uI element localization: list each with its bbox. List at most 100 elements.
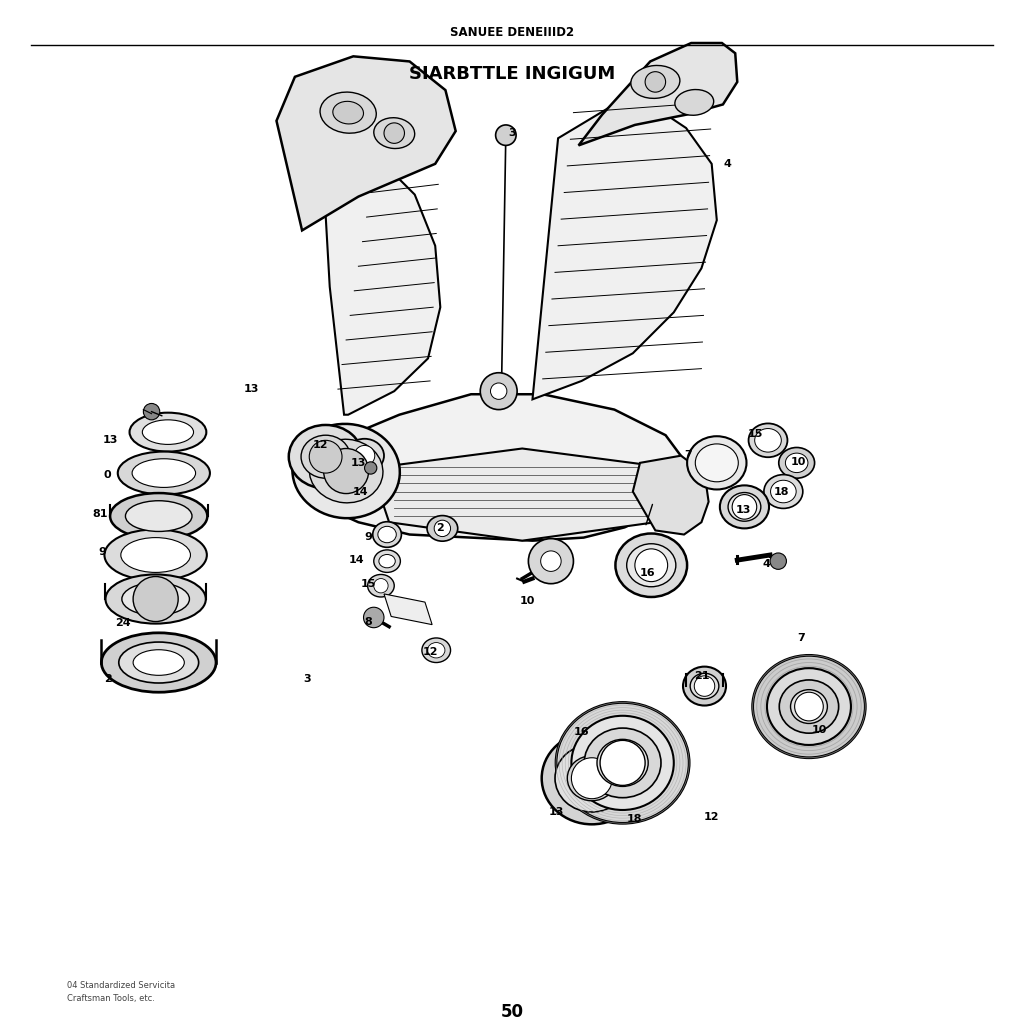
Circle shape — [496, 125, 516, 145]
Circle shape — [143, 403, 160, 420]
Circle shape — [384, 123, 404, 143]
Text: Craftsman Tools, etc.: Craftsman Tools, etc. — [67, 994, 155, 1002]
Text: 50: 50 — [501, 1002, 523, 1021]
Ellipse shape — [309, 439, 383, 503]
Ellipse shape — [379, 555, 395, 567]
Ellipse shape — [767, 669, 851, 745]
Text: 2: 2 — [103, 674, 112, 684]
Circle shape — [694, 676, 715, 696]
Text: 13: 13 — [350, 458, 367, 468]
Text: 21: 21 — [693, 671, 710, 681]
Ellipse shape — [584, 728, 662, 798]
Ellipse shape — [615, 534, 687, 597]
Ellipse shape — [555, 744, 629, 812]
Polygon shape — [326, 164, 440, 415]
Circle shape — [770, 553, 786, 569]
Circle shape — [490, 383, 507, 399]
Text: 10: 10 — [811, 725, 827, 735]
Ellipse shape — [571, 716, 674, 810]
Circle shape — [434, 520, 451, 537]
Ellipse shape — [122, 583, 189, 615]
Ellipse shape — [779, 680, 839, 733]
Text: SANUEE DENEIIID2: SANUEE DENEIIID2 — [450, 26, 574, 39]
Text: 3: 3 — [303, 674, 311, 684]
Circle shape — [645, 72, 666, 92]
Ellipse shape — [556, 702, 689, 823]
Text: 3: 3 — [508, 128, 516, 138]
Ellipse shape — [119, 642, 199, 683]
Circle shape — [354, 445, 375, 466]
Ellipse shape — [132, 459, 196, 487]
Ellipse shape — [378, 526, 396, 543]
Ellipse shape — [785, 453, 808, 473]
Ellipse shape — [101, 633, 216, 692]
Text: 12: 12 — [422, 647, 438, 657]
Ellipse shape — [301, 435, 350, 478]
Ellipse shape — [333, 101, 364, 124]
Ellipse shape — [770, 480, 797, 503]
Text: 9: 9 — [365, 531, 373, 542]
Text: 12: 12 — [703, 812, 720, 822]
Polygon shape — [579, 43, 737, 145]
Text: 13: 13 — [548, 807, 564, 817]
Ellipse shape — [779, 447, 815, 478]
Ellipse shape — [142, 420, 194, 444]
Polygon shape — [276, 56, 456, 230]
Circle shape — [571, 758, 612, 799]
Ellipse shape — [695, 444, 738, 481]
Ellipse shape — [133, 650, 184, 676]
Text: 10: 10 — [519, 596, 536, 606]
Ellipse shape — [542, 732, 642, 824]
Polygon shape — [379, 449, 666, 541]
Circle shape — [528, 539, 573, 584]
Ellipse shape — [104, 529, 207, 581]
Text: 2: 2 — [436, 523, 444, 534]
Ellipse shape — [422, 638, 451, 663]
Ellipse shape — [753, 655, 865, 758]
Circle shape — [133, 577, 178, 622]
Circle shape — [635, 549, 668, 582]
Text: 13: 13 — [243, 384, 259, 394]
Ellipse shape — [764, 475, 803, 508]
Text: SIARBTTLE INGIGUM: SIARBTTLE INGIGUM — [409, 65, 615, 83]
Text: 0: 0 — [103, 470, 112, 480]
Ellipse shape — [428, 643, 444, 658]
Ellipse shape — [321, 92, 376, 133]
Ellipse shape — [683, 667, 726, 706]
Text: 16: 16 — [573, 727, 590, 737]
Text: 4: 4 — [762, 559, 770, 569]
Polygon shape — [297, 394, 686, 541]
Ellipse shape — [749, 424, 787, 457]
Ellipse shape — [129, 413, 207, 452]
Ellipse shape — [121, 538, 190, 572]
Ellipse shape — [631, 66, 680, 98]
Ellipse shape — [105, 574, 206, 624]
Ellipse shape — [125, 501, 193, 531]
Text: 18: 18 — [627, 814, 643, 824]
Polygon shape — [532, 108, 717, 399]
Ellipse shape — [791, 690, 827, 723]
Ellipse shape — [293, 424, 399, 518]
Circle shape — [541, 551, 561, 571]
Ellipse shape — [690, 674, 719, 698]
Text: 18: 18 — [773, 486, 790, 497]
Ellipse shape — [627, 544, 676, 587]
Ellipse shape — [755, 429, 781, 453]
Circle shape — [365, 462, 377, 474]
Text: 10: 10 — [791, 457, 807, 467]
Text: 14: 14 — [348, 555, 365, 565]
Ellipse shape — [374, 118, 415, 148]
Circle shape — [480, 373, 517, 410]
Polygon shape — [384, 594, 432, 625]
Text: 14: 14 — [352, 486, 369, 497]
Ellipse shape — [345, 438, 384, 472]
Ellipse shape — [675, 89, 714, 116]
Ellipse shape — [567, 756, 616, 801]
Circle shape — [732, 495, 757, 519]
Text: 04 Standardized Servicita: 04 Standardized Servicita — [67, 981, 175, 989]
Ellipse shape — [687, 436, 746, 489]
Circle shape — [324, 449, 369, 494]
Ellipse shape — [289, 425, 362, 488]
Circle shape — [600, 740, 645, 785]
Text: 24: 24 — [115, 617, 131, 628]
